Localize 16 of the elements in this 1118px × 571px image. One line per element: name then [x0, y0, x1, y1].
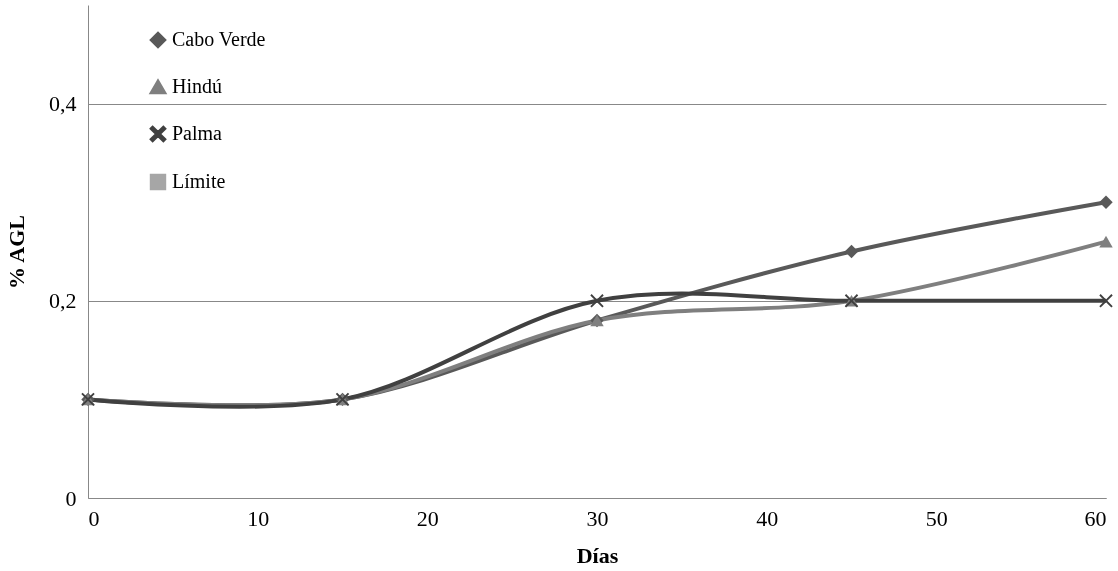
- y-axis-title: % AGL: [4, 215, 29, 289]
- x-tick-label: 40: [756, 505, 779, 531]
- legend-label: Cabo Verde: [172, 28, 266, 50]
- x-tick-label: 10: [247, 505, 270, 531]
- x-tick-label: 50: [925, 505, 948, 531]
- y-tick-label: 0,4: [49, 91, 77, 117]
- legend-label: Límite: [172, 170, 226, 192]
- x-tick-label: 0: [88, 505, 100, 531]
- x-tick-label: 20: [416, 505, 439, 531]
- x-tick-label: 30: [586, 505, 609, 531]
- x-axis-title: Días: [576, 542, 619, 568]
- legend-label: Palma: [172, 122, 223, 144]
- y-tick-label: 0: [65, 485, 77, 511]
- x-tick-label: 60: [1084, 505, 1107, 531]
- legend-label: Hindú: [172, 75, 222, 97]
- y-tick-label: 0,2: [49, 288, 77, 314]
